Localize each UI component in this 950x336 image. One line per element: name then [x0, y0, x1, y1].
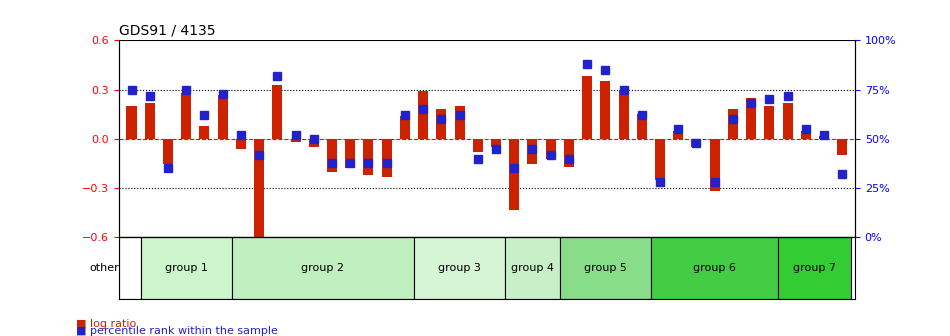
Bar: [801, 131, 810, 139]
Bar: [273, 85, 282, 139]
Bar: [674, 131, 683, 139]
Bar: [414, 238, 505, 299]
Bar: [728, 109, 738, 139]
Bar: [163, 139, 173, 164]
Bar: [746, 98, 756, 139]
Bar: [819, 136, 829, 139]
Bar: [454, 106, 465, 139]
Bar: [119, 238, 141, 299]
Bar: [710, 139, 720, 192]
Bar: [345, 139, 355, 168]
Text: GDS91 / 4135: GDS91 / 4135: [119, 24, 216, 38]
Text: other: other: [89, 263, 119, 273]
Bar: [778, 238, 851, 299]
Bar: [436, 109, 446, 139]
Bar: [655, 139, 665, 180]
Bar: [400, 116, 409, 139]
Bar: [545, 139, 556, 159]
Bar: [505, 238, 560, 299]
Bar: [491, 139, 501, 147]
Bar: [126, 106, 137, 139]
Bar: [181, 93, 191, 139]
Bar: [236, 139, 246, 149]
Bar: [651, 238, 778, 299]
Bar: [527, 139, 538, 164]
Text: group 2: group 2: [301, 263, 344, 273]
Bar: [783, 103, 792, 139]
Text: group 1: group 1: [164, 263, 208, 273]
Text: group 3: group 3: [438, 263, 481, 273]
Bar: [509, 139, 520, 210]
Bar: [309, 139, 319, 147]
Bar: [765, 106, 774, 139]
Bar: [144, 103, 155, 139]
Text: group 6: group 6: [694, 263, 736, 273]
Bar: [692, 139, 701, 147]
Bar: [382, 139, 391, 177]
Bar: [560, 238, 651, 299]
Bar: [327, 139, 337, 172]
Text: ■ percentile rank within the sample: ■ percentile rank within the sample: [76, 326, 277, 336]
Bar: [636, 114, 647, 139]
Text: group 7: group 7: [793, 263, 836, 273]
Bar: [218, 94, 228, 139]
Bar: [618, 90, 629, 139]
Bar: [141, 238, 232, 299]
Text: group 5: group 5: [584, 263, 627, 273]
Text: ■ log ratio: ■ log ratio: [76, 319, 136, 329]
Bar: [364, 139, 373, 175]
Bar: [291, 139, 300, 142]
Bar: [837, 139, 847, 155]
Bar: [473, 139, 483, 152]
Bar: [232, 238, 414, 299]
Bar: [582, 77, 592, 139]
Text: group 4: group 4: [511, 263, 554, 273]
Bar: [564, 139, 574, 167]
Bar: [600, 81, 610, 139]
Bar: [254, 139, 264, 238]
Bar: [200, 126, 209, 139]
Bar: [418, 91, 428, 139]
